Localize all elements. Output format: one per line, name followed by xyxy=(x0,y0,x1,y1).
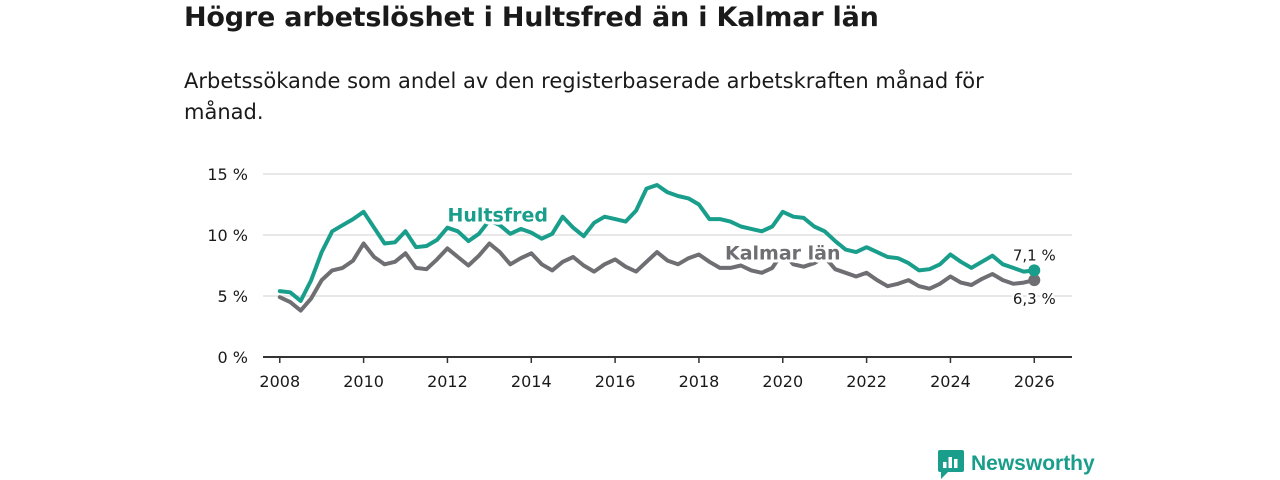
chart-subtitle: Arbetssökande som andel av den registerb… xyxy=(184,69,984,124)
series-label-kalmar: Kalmar län xyxy=(725,242,841,264)
brand-name: Newsworthy xyxy=(971,452,1095,475)
end-value-label-kalmar: 6,3 % xyxy=(1013,290,1056,308)
x-tick-label-2018: 2018 xyxy=(679,372,720,391)
series-end-point-kalmar xyxy=(1028,274,1041,287)
series-layer xyxy=(277,183,1041,313)
brand-logo: Newsworthy xyxy=(937,448,1095,480)
x-tick-label-2026: 2026 xyxy=(1014,372,1055,391)
series-end-point-hultsfred xyxy=(1028,264,1041,277)
y-tick-label-0: 0 % xyxy=(218,348,248,367)
x-tick-label-2024: 2024 xyxy=(930,372,971,391)
series-line-kalmar xyxy=(277,241,1037,313)
y-tick-label-15: 15 % xyxy=(207,165,248,184)
series-line-hultsfred xyxy=(277,183,1037,303)
x-tick-label-2020: 2020 xyxy=(762,372,803,391)
chart-title: Högre arbetslöshet i Hultsfred än i Kalm… xyxy=(184,2,879,33)
end-value-label-hultsfred: 7,1 % xyxy=(1013,246,1056,264)
newsworthy-logo-icon xyxy=(938,450,964,479)
y-tick-label-10: 10 % xyxy=(207,226,248,245)
x-tick-label-2010: 2010 xyxy=(343,372,384,391)
series-label-hultsfred: Hultsfred xyxy=(448,205,548,227)
x-tick-label-2008: 2008 xyxy=(259,372,300,391)
x-tick-label-2016: 2016 xyxy=(595,372,636,391)
x-tick-label-2012: 2012 xyxy=(427,372,468,391)
y-tick-label-5: 5 % xyxy=(218,287,248,306)
axis-layer: 0 % 5 % 10 % 15 % 2008 2010 2012 2014 2016 2018 20… xyxy=(207,165,1072,391)
label-layer: Hultsfred Kalmar län 7,1 % 6,3 % xyxy=(445,202,1058,311)
x-tick-label-2014: 2014 xyxy=(511,372,552,391)
x-tick-label-2022: 2022 xyxy=(846,372,887,391)
grid-layer xyxy=(263,173,1072,297)
